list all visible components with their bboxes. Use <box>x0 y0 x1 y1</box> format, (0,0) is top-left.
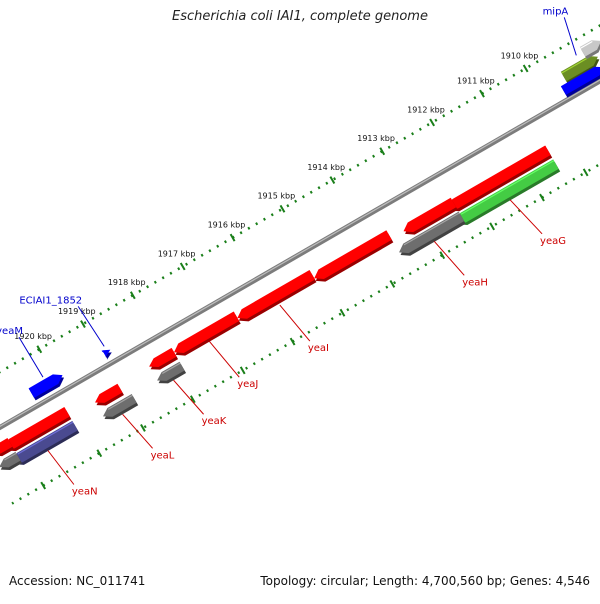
accession-text: Accession: NC_011741 <box>9 574 145 588</box>
genome-backbone-highlight <box>0 66 600 440</box>
gene-label[interactable]: yeaI <box>308 343 329 354</box>
kbp-tick <box>280 205 284 212</box>
gene-label[interactable]: yeaH <box>462 277 488 288</box>
gene-label-leader <box>19 337 43 377</box>
gene-label[interactable]: yeaN <box>72 487 98 498</box>
kbp-tick-label: 1911 kbp <box>457 77 495 86</box>
kbp-tick-label: 1910 kbp <box>501 51 539 60</box>
gene-label[interactable]: yeaJ <box>237 379 258 390</box>
gene-arrow[interactable] <box>95 384 122 403</box>
outer-tick-rail <box>0 25 600 399</box>
kbp-tick-inner <box>141 424 145 431</box>
gene-yeaI[interactable] <box>237 270 316 321</box>
gene-label-leader <box>280 305 310 341</box>
kbp-tick <box>430 119 434 126</box>
kbp-tick-label: 1912 kbp <box>407 105 445 114</box>
topology-summary: Topology: circular; Length: 4,700,560 bp… <box>260 574 590 588</box>
kbp-tick-label: 1917 kbp <box>158 249 196 258</box>
kbp-tick-inner <box>490 223 494 230</box>
kbp-tick <box>81 321 85 328</box>
map-title: Escherichia coli IAI1, complete genome <box>0 9 600 24</box>
gene-arrow[interactable] <box>149 348 176 367</box>
gene-yeaM[interactable] <box>29 374 64 400</box>
kbp-tick <box>181 263 185 270</box>
kbp-tick <box>330 177 334 184</box>
kbp-tick-inner <box>241 367 245 374</box>
gene-label[interactable]: yeaL <box>151 450 175 461</box>
gene-arrow[interactable] <box>237 270 315 319</box>
gene-arrow[interactable] <box>174 311 239 353</box>
gene-label[interactable]: yeaK <box>202 416 227 427</box>
gene-label[interactable]: ECIAI1_1852 <box>19 295 82 306</box>
gene-feature[interactable] <box>580 40 600 59</box>
gene-label[interactable]: yeaG <box>540 236 566 247</box>
kbp-tick-inner <box>584 169 588 176</box>
gene-label-leader <box>434 241 464 275</box>
kbp-tick-label: 1919 kbp <box>58 307 96 316</box>
gene-label[interactable]: yeaM <box>0 326 23 337</box>
gene-label-leader <box>510 200 542 234</box>
kbp-tick-label: 1913 kbp <box>357 134 395 143</box>
gene-yeaJ[interactable] <box>174 311 241 355</box>
gene-ECIAI1_1852[interactable] <box>101 350 111 360</box>
kbp-tick-inner <box>390 280 394 287</box>
kbp-tick-inner <box>340 309 344 316</box>
gene-label-leader <box>209 341 239 377</box>
gene-label-leader <box>174 380 204 414</box>
kbp-tick-label: 1914 kbp <box>307 163 345 172</box>
kbp-tick-label: 1918 kbp <box>108 278 146 287</box>
kbp-tick-label: 1915 kbp <box>257 192 295 201</box>
genome-backbone <box>0 67 600 441</box>
kbp-tick-label: 1916 kbp <box>208 221 246 230</box>
gene-label-leader <box>123 414 153 448</box>
kbp-tick <box>524 65 528 72</box>
